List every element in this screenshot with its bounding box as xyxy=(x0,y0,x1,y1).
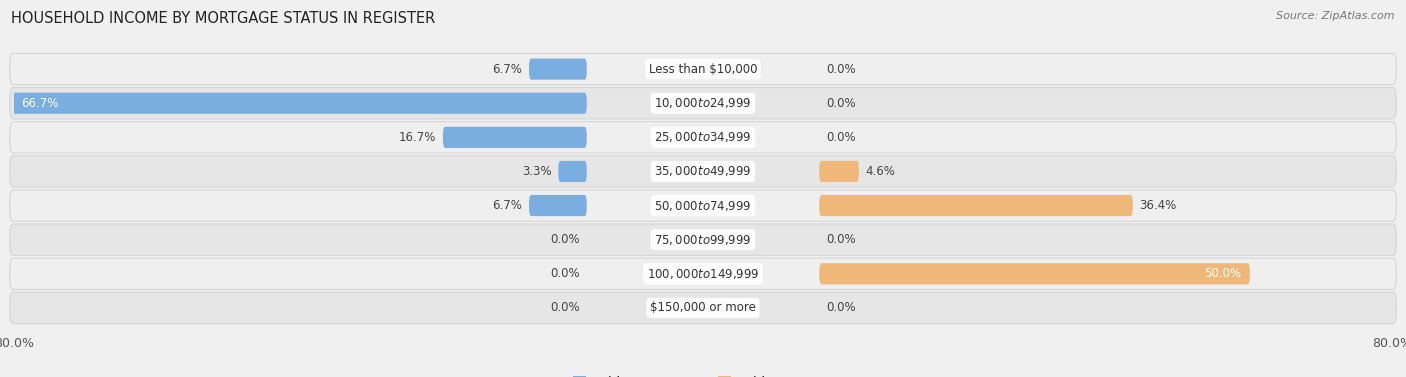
Text: 6.7%: 6.7% xyxy=(492,199,522,212)
Text: 16.7%: 16.7% xyxy=(399,131,436,144)
FancyBboxPatch shape xyxy=(820,263,1250,284)
Text: $10,000 to $24,999: $10,000 to $24,999 xyxy=(654,96,752,110)
Text: $25,000 to $34,999: $25,000 to $34,999 xyxy=(654,130,752,144)
Text: 3.3%: 3.3% xyxy=(522,165,551,178)
FancyBboxPatch shape xyxy=(10,122,1396,153)
FancyBboxPatch shape xyxy=(529,58,586,80)
FancyBboxPatch shape xyxy=(529,195,586,216)
FancyBboxPatch shape xyxy=(558,161,586,182)
Text: 0.0%: 0.0% xyxy=(827,63,856,76)
Text: 0.0%: 0.0% xyxy=(827,131,856,144)
Text: 0.0%: 0.0% xyxy=(550,267,579,280)
FancyBboxPatch shape xyxy=(10,258,1396,290)
Text: $75,000 to $99,999: $75,000 to $99,999 xyxy=(654,233,752,247)
Text: 0.0%: 0.0% xyxy=(827,233,856,246)
Text: $100,000 to $149,999: $100,000 to $149,999 xyxy=(647,267,759,281)
FancyBboxPatch shape xyxy=(10,156,1396,187)
Text: 66.7%: 66.7% xyxy=(21,97,58,110)
Text: $150,000 or more: $150,000 or more xyxy=(650,301,756,314)
Text: $35,000 to $49,999: $35,000 to $49,999 xyxy=(654,164,752,178)
FancyBboxPatch shape xyxy=(10,190,1396,221)
Text: 36.4%: 36.4% xyxy=(1140,199,1177,212)
FancyBboxPatch shape xyxy=(820,195,1133,216)
FancyBboxPatch shape xyxy=(10,87,1396,119)
Legend: Without Mortgage, With Mortgage: Without Mortgage, With Mortgage xyxy=(574,375,832,377)
Text: 4.6%: 4.6% xyxy=(866,165,896,178)
Text: 50.0%: 50.0% xyxy=(1204,267,1241,280)
Text: 0.0%: 0.0% xyxy=(827,301,856,314)
FancyBboxPatch shape xyxy=(10,54,1396,85)
FancyBboxPatch shape xyxy=(820,161,859,182)
Text: 0.0%: 0.0% xyxy=(550,301,579,314)
Text: 0.0%: 0.0% xyxy=(550,233,579,246)
Text: HOUSEHOLD INCOME BY MORTGAGE STATUS IN REGISTER: HOUSEHOLD INCOME BY MORTGAGE STATUS IN R… xyxy=(11,11,436,26)
FancyBboxPatch shape xyxy=(10,292,1396,323)
Text: Less than $10,000: Less than $10,000 xyxy=(648,63,758,76)
Text: $50,000 to $74,999: $50,000 to $74,999 xyxy=(654,199,752,213)
FancyBboxPatch shape xyxy=(10,224,1396,255)
Text: Source: ZipAtlas.com: Source: ZipAtlas.com xyxy=(1277,11,1395,21)
Text: 6.7%: 6.7% xyxy=(492,63,522,76)
FancyBboxPatch shape xyxy=(13,93,586,114)
FancyBboxPatch shape xyxy=(443,127,586,148)
Text: 0.0%: 0.0% xyxy=(827,97,856,110)
